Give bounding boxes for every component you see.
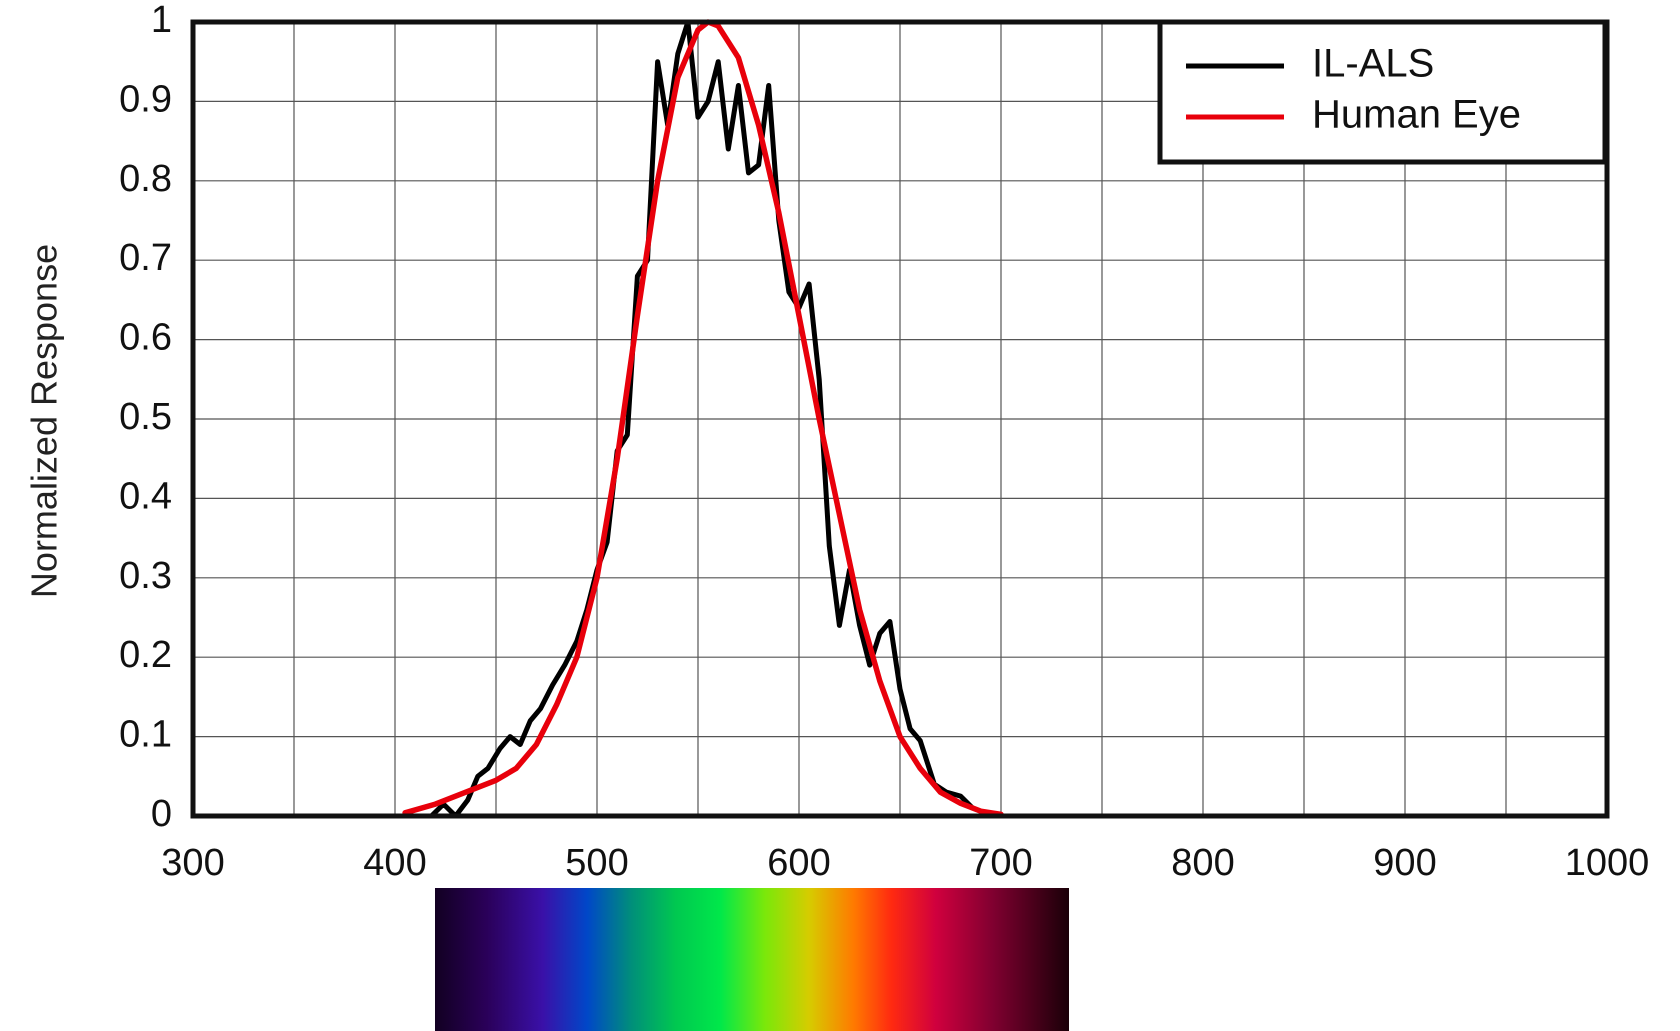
x-tick-label: 1000	[1565, 842, 1650, 884]
y-tick-label: 0.9	[119, 78, 172, 120]
legend: IL-ALS Human Eye	[1157, 19, 1608, 165]
legend-label: IL-ALS	[1312, 42, 1434, 86]
x-tick-label: 500	[565, 842, 628, 884]
y-axis-label: Normalized Response	[24, 244, 65, 598]
visible-spectrum-bar	[435, 888, 1069, 1031]
x-tick-label: 600	[767, 842, 830, 884]
x-tick-label: 300	[161, 842, 224, 884]
y-tick-label: 0.4	[119, 475, 172, 517]
x-tick-label: 900	[1373, 842, 1436, 884]
y-tick-label: 0.5	[119, 396, 172, 438]
tick-labels: 300 400 500 600 700 800 900 1000 0 0.1 0.2 0.3 0.4 0.…	[119, 0, 1649, 884]
y-tick-label: 1	[151, 0, 172, 41]
y-tick-label: 0.3	[119, 555, 172, 597]
y-tick-label: 0	[151, 793, 172, 835]
series-line-human-eye	[402, 19, 1004, 818]
y-tick-label: 0.7	[119, 237, 172, 279]
plot-frame	[190, 19, 1610, 819]
x-tick-label: 400	[363, 842, 426, 884]
legend-box	[1157, 19, 1608, 165]
y-tick-label: 0.2	[119, 634, 172, 676]
x-tick-label: 800	[1171, 842, 1234, 884]
y-tick-label: 0.8	[119, 158, 172, 200]
y-tick-label: 0.6	[119, 317, 172, 359]
x-tick-label: 700	[969, 842, 1032, 884]
series-line-il-als	[428, 19, 976, 819]
legend-label: Human Eye	[1312, 93, 1521, 137]
y-tick-label: 0.1	[119, 714, 172, 756]
